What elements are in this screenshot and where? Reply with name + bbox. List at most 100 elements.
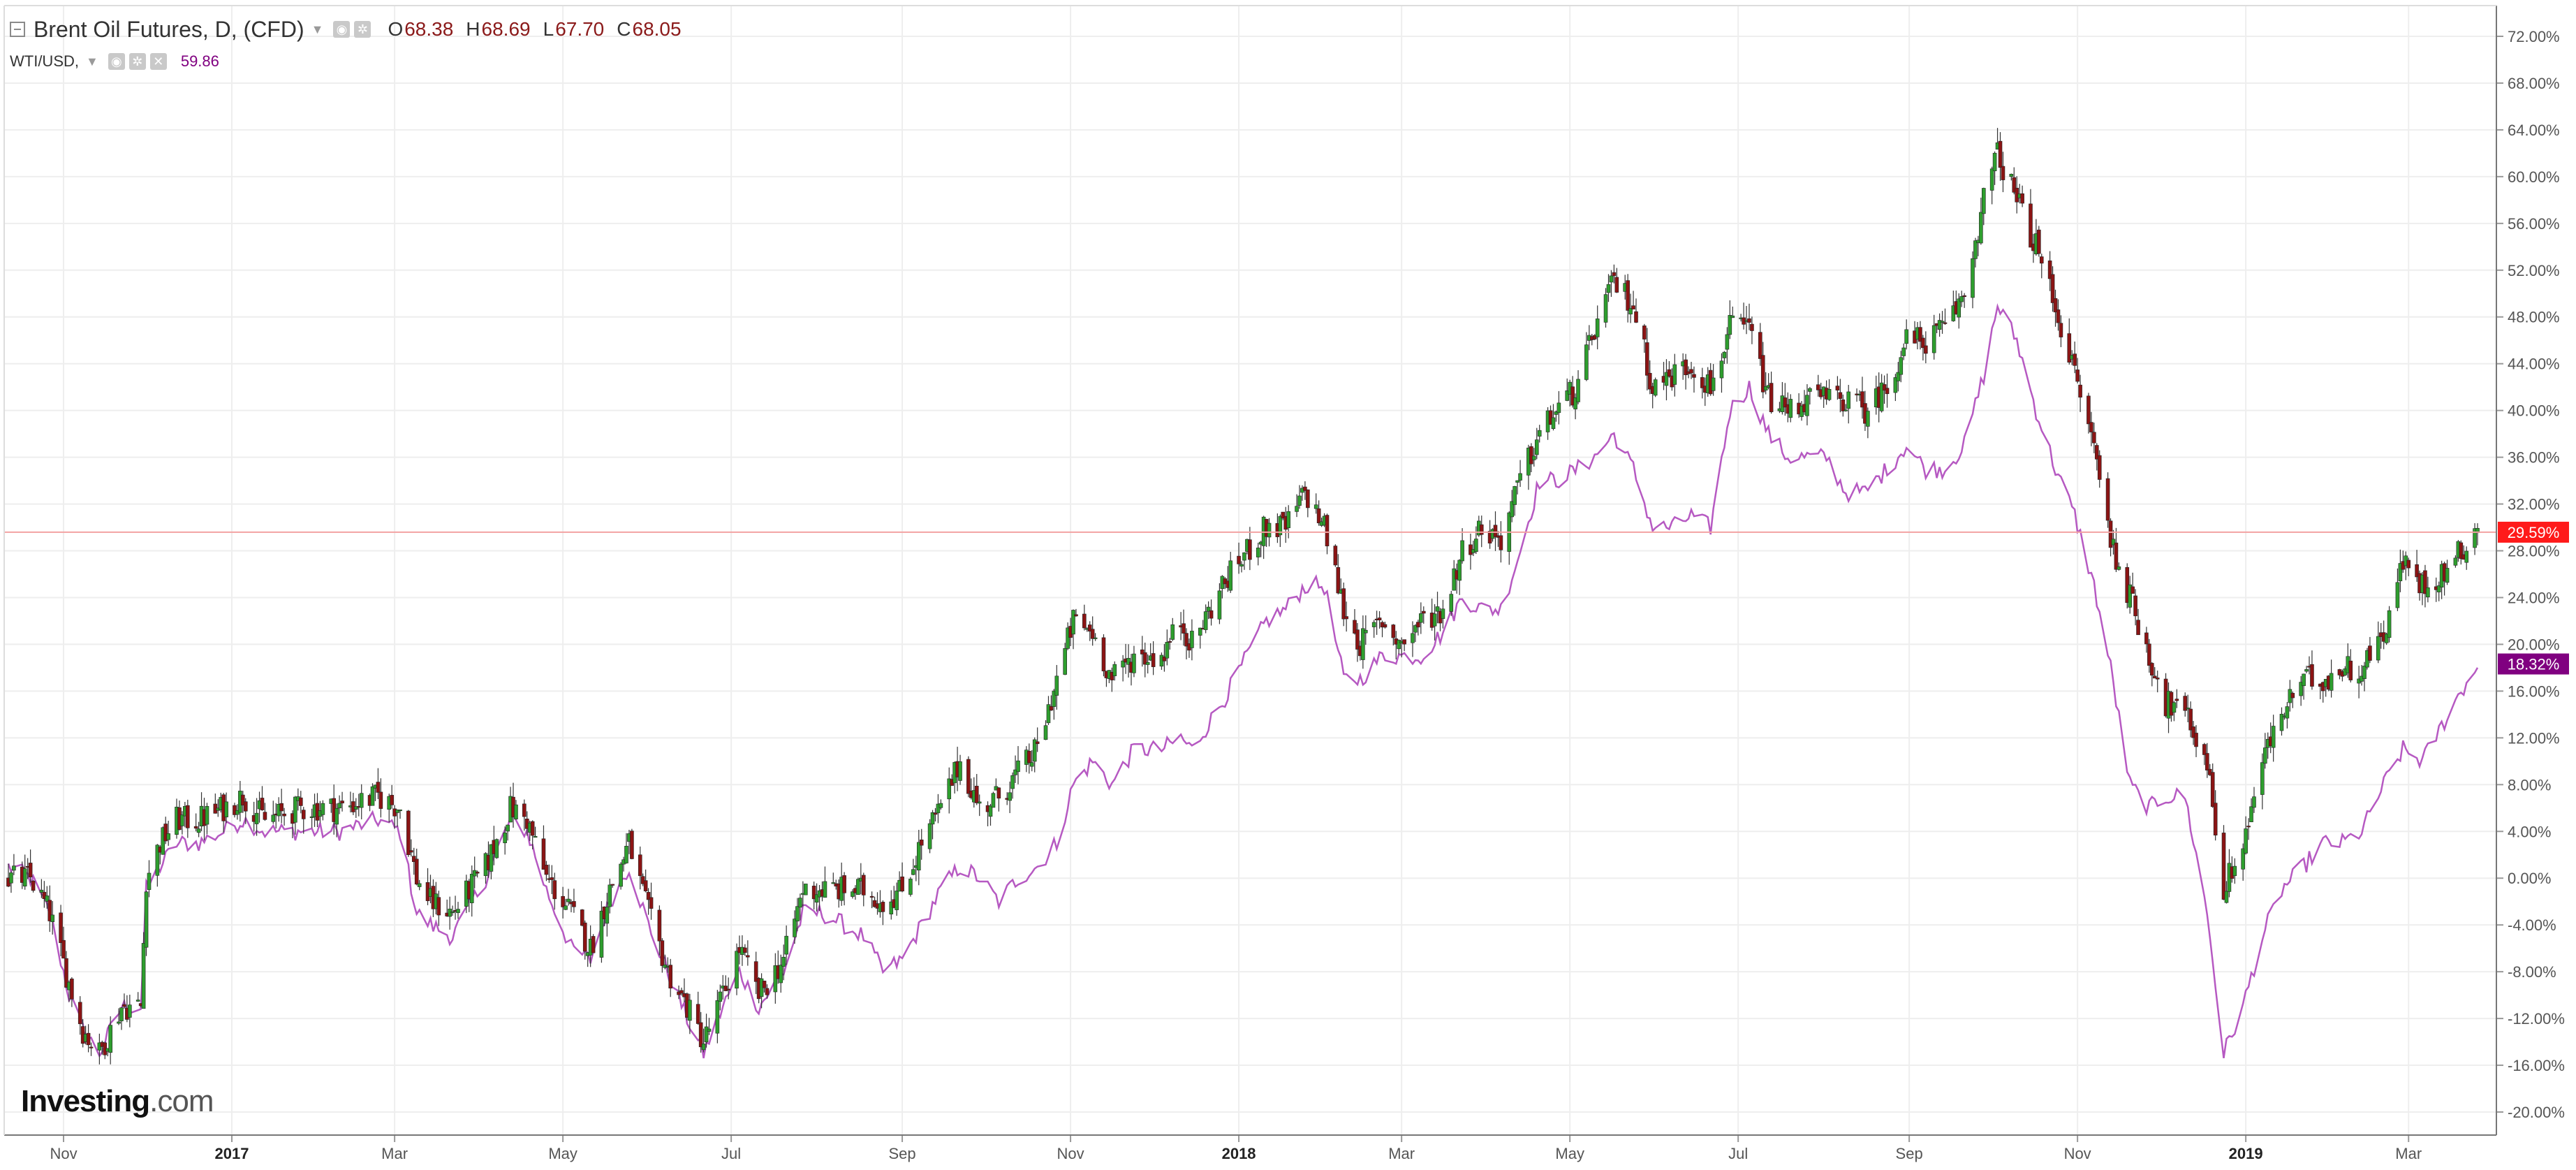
candle-body [298,797,303,806]
candle-body [1904,329,1908,344]
x-tick-label: Mar [381,1145,408,1162]
candle [1217,583,1222,624]
candle [1457,559,1462,595]
candle-body [1121,660,1125,668]
candle-body [1353,620,1357,634]
candle-body [2310,664,2314,687]
candle [1940,311,1945,334]
candle-body [1866,411,1870,427]
candle-body [803,884,808,895]
candle-body [398,809,402,812]
candle-body [996,787,1001,799]
candle-body [889,901,894,914]
candle-body [2415,564,2419,578]
candle [2133,589,2137,626]
open-key: O [388,18,404,40]
candle-body [31,880,36,891]
candle-body [1421,610,1426,614]
candle [1209,599,1214,626]
candle-body [1209,610,1214,619]
collapse-legend-icon[interactable] [10,22,25,37]
candle-body [1808,388,1812,392]
candle-body [354,806,358,810]
candle-body [9,872,13,884]
candle-body [1278,515,1283,536]
candle [1573,393,1577,420]
y-tick-label: 32.00% [2508,496,2560,513]
candle [2241,843,2245,881]
candle [1835,376,1840,400]
candle-body [958,761,962,781]
candle-body [2128,584,2132,608]
y-tick-label: 20.00% [2508,636,2560,653]
candle-body [1306,489,1310,509]
chevron-down-icon[interactable]: ▼ [311,22,324,36]
candle [793,910,797,944]
badge-label: 18.32% [2508,656,2560,673]
candle [337,795,341,814]
eye-icon[interactable]: ◉ [333,21,351,38]
x-tick-label: Nov [50,1145,77,1162]
candle [572,889,576,913]
candle-body [580,909,584,926]
x-tick-label: 2018 [1222,1145,1256,1162]
candle [1689,361,1693,379]
candle-body [2039,256,2044,264]
candle [2097,450,2102,488]
gear-icon[interactable]: ✲ [128,53,146,70]
candle [2186,694,2190,723]
candle [1344,601,1348,632]
candle [803,884,808,895]
candle-body [798,898,802,908]
candle [2094,443,2099,471]
candle-body [2009,173,2014,177]
candle [958,754,962,785]
candle-body [541,838,546,870]
x-tick-label: May [1555,1145,1584,1162]
candle-body [59,912,63,943]
candle-body [1452,568,1457,591]
candle-body [1112,664,1117,676]
candle [851,889,855,899]
eye-icon[interactable]: ◉ [108,53,125,70]
candle [1626,274,1630,323]
y-tick-label: 28.00% [2508,543,2560,560]
investing-logo[interactable]: Investing.com [21,1084,214,1119]
candle [1628,293,1633,323]
candle [1074,608,1078,617]
candle [28,849,33,883]
main-series-title: Brent Oil Futures, D, (CFD) [34,16,304,42]
y-tick-label: 72.00% [2508,28,2560,45]
candle [1684,353,1688,390]
candle-body [450,912,455,914]
candle-body [1126,657,1131,665]
candle [1816,374,1820,397]
candle-body [45,895,50,902]
candle-body [1132,653,1136,673]
close-icon[interactable]: ✕ [149,53,167,70]
candle [1198,627,1202,649]
candle [1664,359,1669,401]
candle-body [649,897,654,909]
candle-body [1206,606,1211,612]
candle [522,799,527,831]
candle [1921,335,1925,361]
candle-body [503,832,507,844]
gear-icon[interactable]: ✲ [354,21,371,38]
candle [2188,701,2193,738]
candle [1132,645,1136,678]
candle-body [1087,624,1092,632]
candle-body [2285,706,2290,719]
candle [2406,557,2411,576]
chevron-down-icon[interactable]: ▼ [86,54,98,68]
candle-body [2423,570,2427,594]
candle-body [1838,392,1843,399]
candle-body [718,991,723,1002]
candle-body [376,782,381,793]
candle-body [1203,611,1208,630]
candle-body [704,1026,709,1043]
candle [1206,601,1211,620]
candle [2348,649,2353,683]
candle-body [564,905,568,910]
